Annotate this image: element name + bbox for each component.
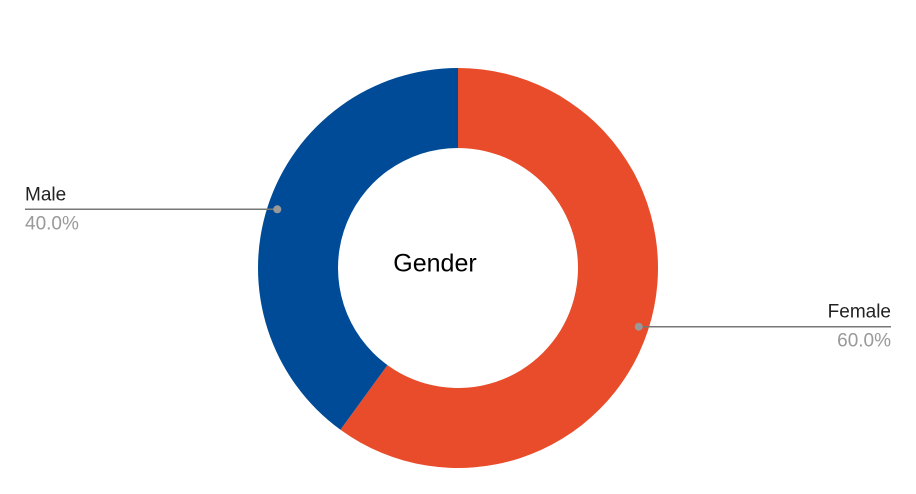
- leader-dot: [634, 322, 643, 331]
- slice-label: Female: [828, 302, 891, 323]
- slice: [258, 68, 458, 430]
- slice: [340, 68, 658, 469]
- slice-label: Male: [25, 184, 66, 205]
- slice-value: 60.0%: [837, 331, 891, 352]
- chart-title: Gender: [393, 250, 476, 278]
- slice-value: 40.0%: [25, 213, 79, 234]
- leader-dot: [273, 205, 282, 214]
